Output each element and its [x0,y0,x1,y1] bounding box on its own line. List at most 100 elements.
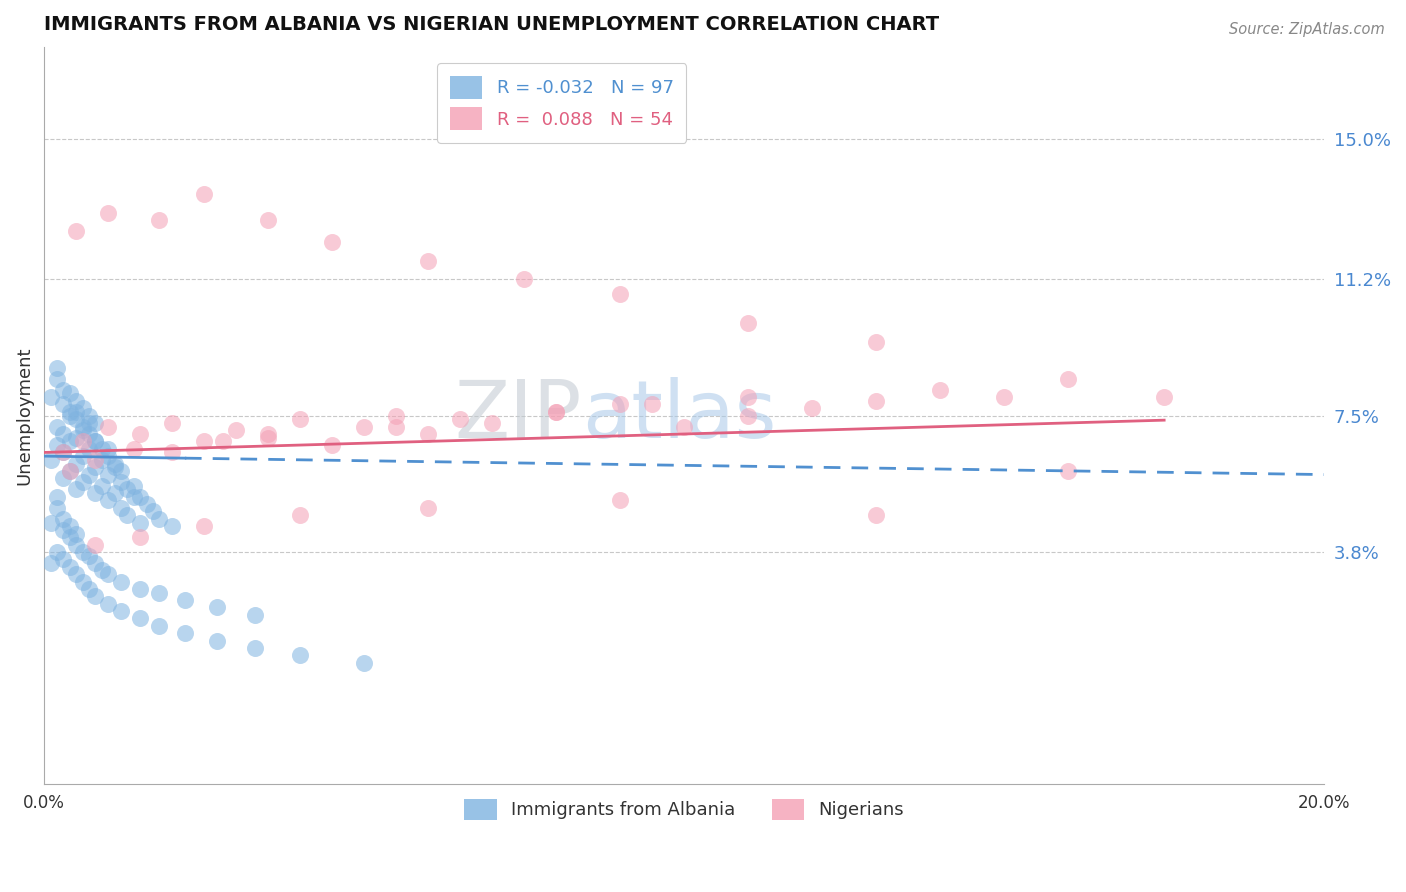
Point [84,589,107,603]
Point [77,467,100,482]
Point [129,490,152,504]
Point [129,582,152,596]
Point [160,445,183,459]
Point [72,574,94,589]
Point [110,574,132,589]
Point [97,419,120,434]
Point [117,483,139,497]
Point [257,427,280,442]
Point [45,500,67,515]
Point [416,427,439,442]
Point [65,431,87,445]
Point [52,445,75,459]
Point [865,508,887,523]
Point [110,500,132,515]
Point [77,409,100,423]
Point [77,442,100,456]
Point [609,493,631,508]
Point [160,416,183,430]
Point [148,512,170,526]
Point [148,213,170,227]
Point [110,475,132,489]
Point [45,545,67,559]
Point [59,409,82,423]
Point [72,423,94,437]
Point [117,508,139,523]
Point [174,593,197,607]
Point [72,401,94,416]
Point [52,427,75,442]
Point [129,530,152,544]
Point [122,478,145,492]
Point [1057,372,1080,386]
Point [59,405,82,419]
Point [65,457,87,471]
Point [245,640,267,655]
Point [110,604,132,618]
Point [135,497,157,511]
Point [321,235,343,249]
Point [142,504,165,518]
Point [449,412,471,426]
Point [609,397,631,411]
Point [212,434,235,449]
Point [45,490,67,504]
Point [321,438,343,452]
Point [385,409,408,423]
Point [72,475,94,489]
Point [737,409,759,423]
Point [288,412,311,426]
Point [288,648,311,663]
Point [52,383,75,397]
Point [39,452,62,467]
Point [97,467,120,482]
Point [865,393,887,408]
Point [737,390,759,404]
Point [84,434,107,449]
Point [72,545,94,559]
Point [129,427,152,442]
Point [39,390,62,404]
Point [39,516,62,530]
Point [90,564,112,578]
Point [416,500,439,515]
Point [174,626,197,640]
Point [59,464,82,478]
Point [1153,390,1175,404]
Point [205,633,228,648]
Point [90,452,112,467]
Point [59,386,82,401]
Point [481,416,503,430]
Point [103,486,125,500]
Point [416,253,439,268]
Point [160,519,183,533]
Point [52,552,75,566]
Point [52,445,75,459]
Point [385,419,408,434]
Point [45,372,67,386]
Point [90,442,112,456]
Point [84,416,107,430]
Point [193,187,215,202]
Point [65,393,87,408]
Point [103,460,125,475]
Point [97,597,120,611]
Point [122,490,145,504]
Point [225,423,247,437]
Point [84,452,107,467]
Point [59,559,82,574]
Point [65,405,87,419]
Point [148,585,170,599]
Point [1057,464,1080,478]
Point [513,272,536,286]
Legend: Immigrants from Albania, Nigerians: Immigrants from Albania, Nigerians [457,792,911,827]
Point [103,457,125,471]
Point [865,334,887,349]
Point [546,405,568,419]
Point [72,449,94,463]
Point [353,656,375,670]
Point [148,619,170,633]
Point [39,556,62,570]
Point [65,412,87,426]
Text: IMMIGRANTS FROM ALBANIA VS NIGERIAN UNEMPLOYMENT CORRELATION CHART: IMMIGRANTS FROM ALBANIA VS NIGERIAN UNEM… [44,15,939,34]
